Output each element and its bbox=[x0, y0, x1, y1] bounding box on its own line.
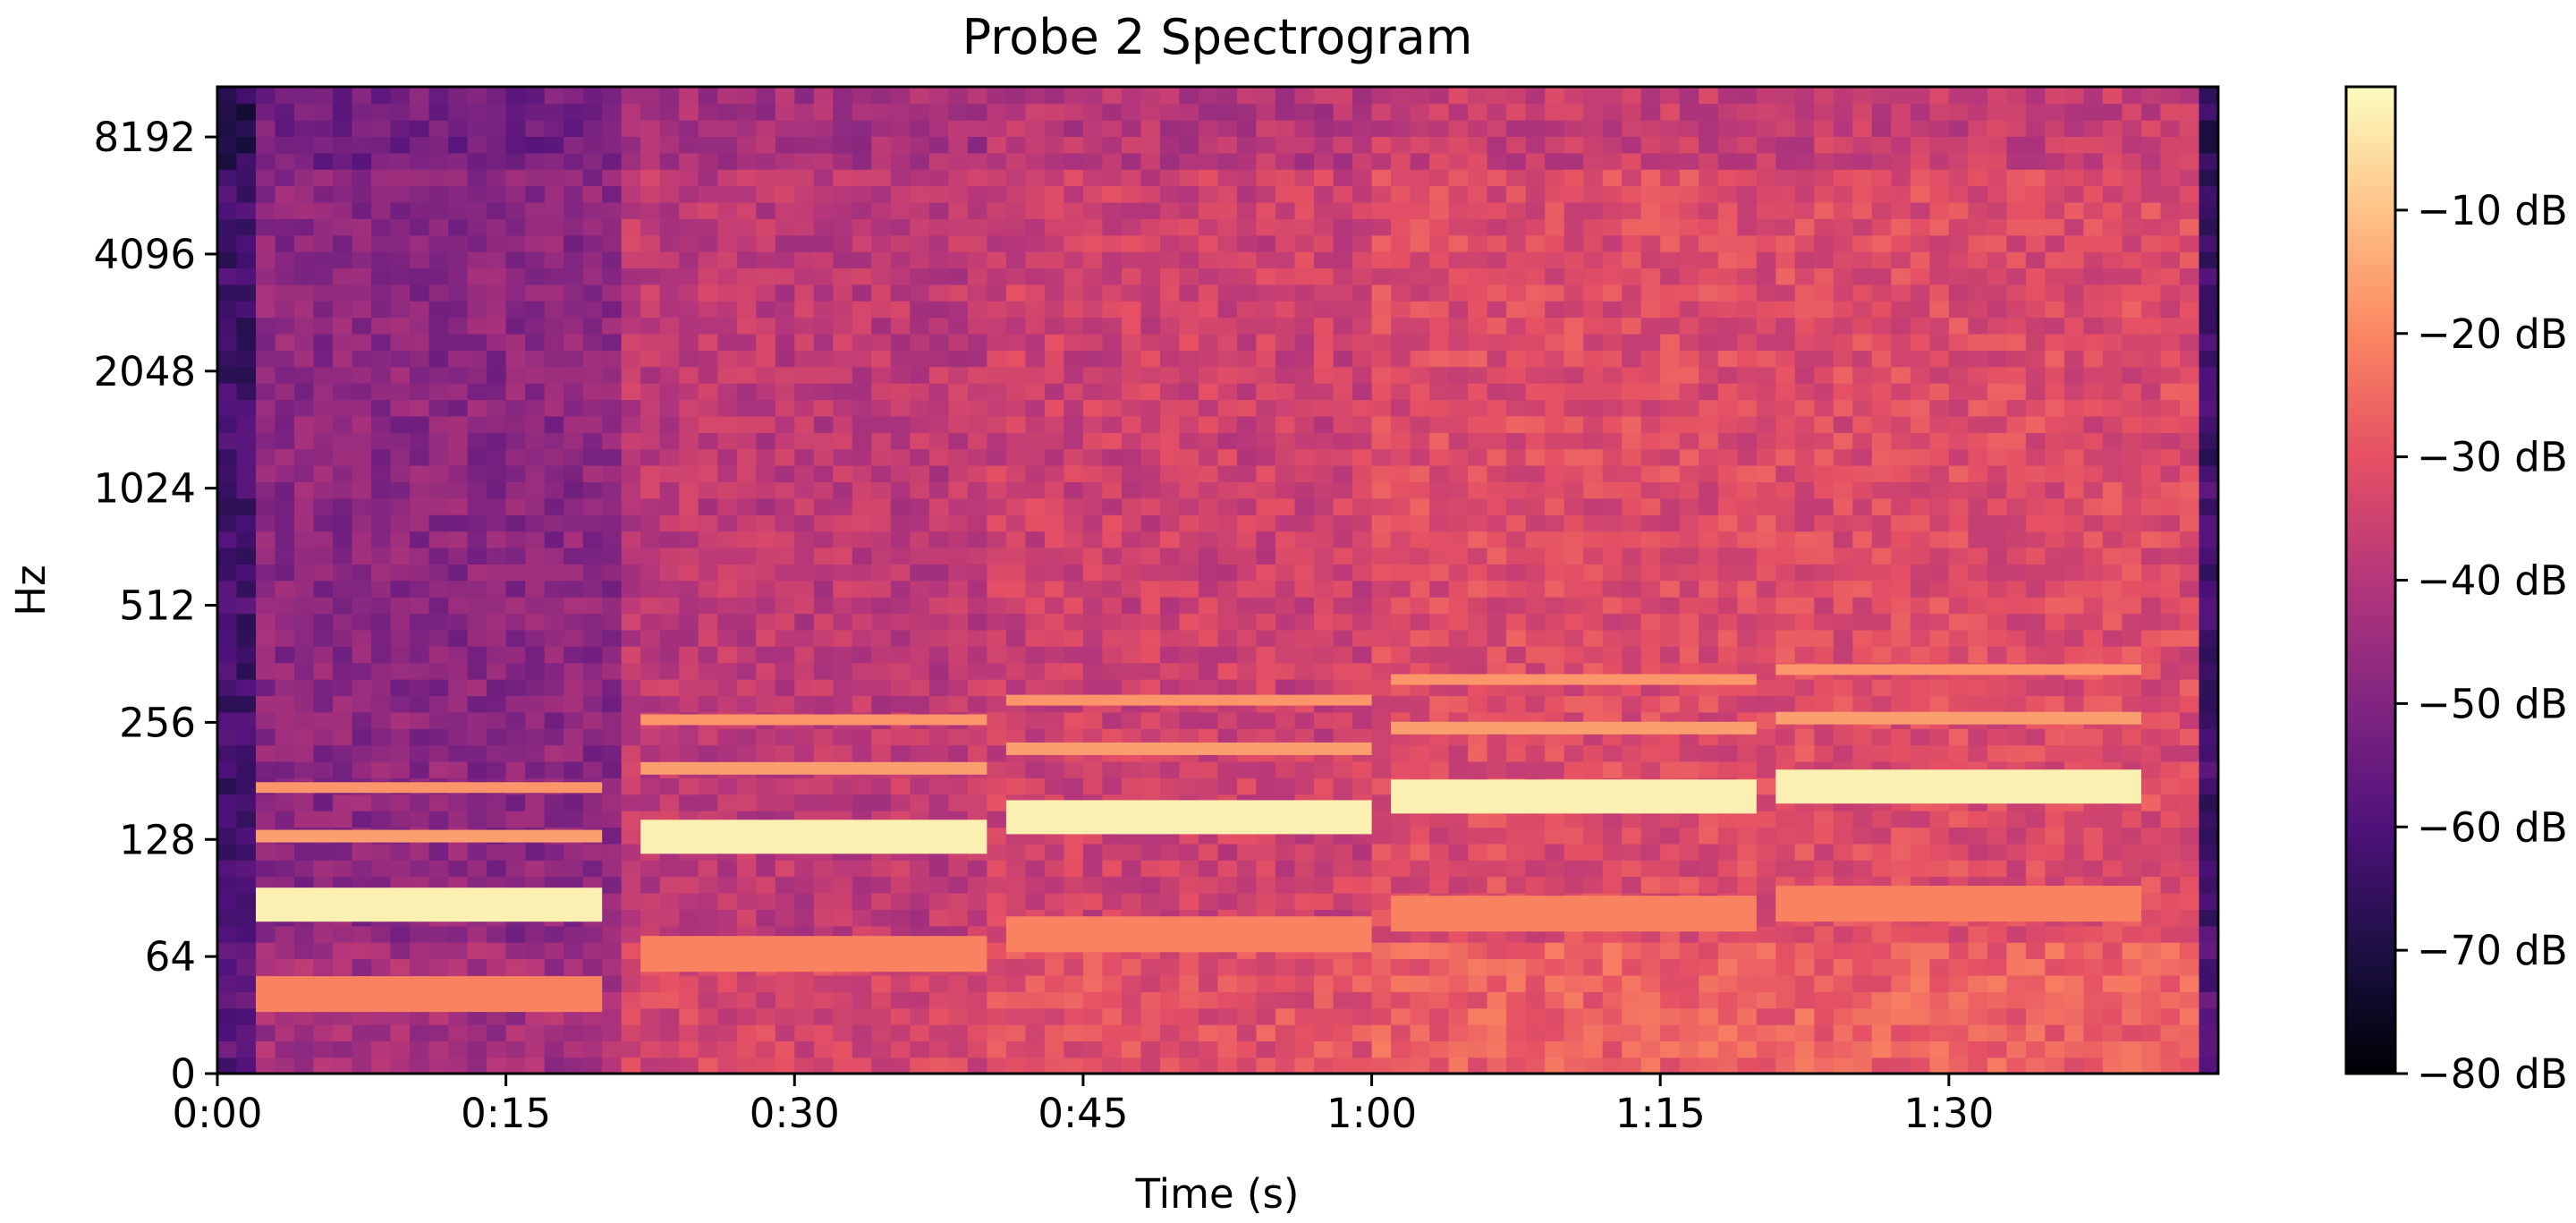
x-axis-ticks: 0:00 0:15 0:30 0:45 1:00 1:15 1:30 bbox=[172, 1074, 1994, 1137]
tone-band-0-h2 bbox=[256, 782, 603, 794]
colorbar-tick-label-6: −70 dB bbox=[2417, 927, 2568, 974]
colorbar-tick-label-1: −20 dB bbox=[2417, 310, 2568, 358]
tone-band-1-h3 bbox=[640, 936, 987, 972]
chart-title: Probe 2 Spectrogram bbox=[962, 9, 1473, 65]
x-tick-label-0: 0:00 bbox=[172, 1090, 262, 1137]
tone-band-3-h1 bbox=[1391, 721, 1757, 735]
y-tick-label-4: 512 bbox=[119, 582, 196, 630]
tone-band-0-h1 bbox=[256, 829, 603, 843]
tone-band-1-h0 bbox=[640, 820, 987, 854]
y-tick-label-2: 128 bbox=[119, 816, 196, 863]
colorbar-tick-label-3: −40 dB bbox=[2417, 557, 2568, 605]
colorbar-tick-label-7: −80 dB bbox=[2417, 1050, 2568, 1098]
x-tick-label-6: 1:30 bbox=[1903, 1090, 1994, 1137]
tone-band-2-h3 bbox=[1005, 916, 1372, 953]
colorbar-tick-label-0: −10 dB bbox=[2417, 187, 2568, 234]
y-tick-label-6: 2048 bbox=[93, 348, 196, 395]
colorbar-tick-label-5: −60 dB bbox=[2417, 803, 2568, 851]
x-tick-label-2: 0:30 bbox=[750, 1090, 840, 1137]
x-tick-label-5: 1:15 bbox=[1615, 1090, 1706, 1137]
tone-band-0-h0 bbox=[256, 888, 603, 922]
tone-band-4-h1 bbox=[1775, 711, 2141, 725]
x-axis-label: Time (s) bbox=[1135, 1170, 1300, 1218]
y-axis-ticks: 0 64 128 256 512 1024 2048 4096 8192 bbox=[93, 114, 217, 1098]
x-tick-label-4: 1:00 bbox=[1326, 1090, 1417, 1137]
plot-frame bbox=[216, 85, 2220, 1075]
tone-band-4-h0 bbox=[1775, 769, 2141, 804]
y-tick-label-5: 1024 bbox=[93, 465, 196, 513]
tone-band-2-h2 bbox=[1005, 694, 1372, 706]
y-tick-label-0: 0 bbox=[170, 1050, 196, 1098]
tone-band-3-h0 bbox=[1391, 779, 1757, 814]
y-tick-label-1: 64 bbox=[145, 933, 196, 981]
tone-band-1-h1 bbox=[640, 761, 987, 775]
tone-band-2-h0 bbox=[1005, 800, 1372, 835]
x-tick-label-3: 0:45 bbox=[1038, 1090, 1128, 1137]
tone-band-0-h3 bbox=[256, 976, 603, 1013]
colorbar-tick-label-4: −50 dB bbox=[2417, 680, 2568, 727]
colorbar bbox=[2344, 85, 2397, 1075]
tone-band-4-h2 bbox=[1775, 664, 2141, 675]
colorbar-tick-label-2: −30 dB bbox=[2417, 434, 2568, 481]
y-axis-label: Hz bbox=[7, 565, 55, 616]
colorbar-ticks: −10 dB −20 dB −30 dB −40 dB −50 dB −60 dB −70 … bbox=[2395, 187, 2568, 1098]
x-tick-label-1: 0:15 bbox=[461, 1090, 551, 1137]
y-tick-label-8: 8192 bbox=[93, 114, 196, 161]
tone-band-1-h2 bbox=[640, 714, 987, 726]
tone-band-3-h3 bbox=[1391, 896, 1757, 932]
tone-band-3-h2 bbox=[1391, 674, 1757, 685]
tone-band-2-h1 bbox=[1005, 742, 1372, 755]
spectrogram-plot-area bbox=[217, 87, 2218, 1074]
y-tick-label-7: 4096 bbox=[93, 231, 196, 278]
y-tick-label-3: 256 bbox=[119, 699, 196, 746]
tone-band-4-h3 bbox=[1775, 886, 2141, 922]
